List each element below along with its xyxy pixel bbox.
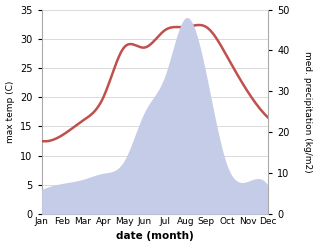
X-axis label: date (month): date (month) bbox=[116, 231, 194, 242]
Y-axis label: med. precipitation (kg/m2): med. precipitation (kg/m2) bbox=[303, 51, 313, 173]
Y-axis label: max temp (C): max temp (C) bbox=[5, 81, 15, 143]
